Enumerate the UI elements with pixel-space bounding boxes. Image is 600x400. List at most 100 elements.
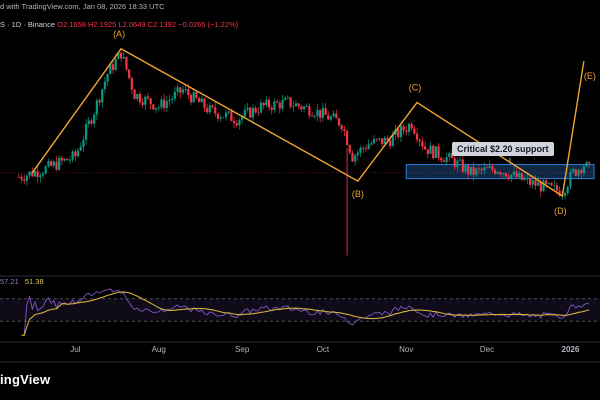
candle-body bbox=[171, 98, 174, 100]
candle-body bbox=[415, 133, 419, 140]
candle-body bbox=[66, 158, 69, 161]
candle-body bbox=[297, 103, 300, 107]
candle-body bbox=[539, 182, 542, 192]
candle-body bbox=[106, 74, 109, 82]
wave-label: (A) bbox=[113, 29, 125, 39]
candle-body bbox=[90, 120, 93, 124]
candle-body bbox=[327, 114, 330, 120]
symbol-label: S · 1D · Binance bbox=[0, 20, 56, 29]
candle-body bbox=[189, 95, 193, 103]
candle-body bbox=[130, 77, 133, 90]
candle-body bbox=[496, 172, 499, 174]
rsi-band bbox=[0, 298, 600, 322]
candle-body bbox=[313, 116, 316, 118]
candle-body bbox=[25, 175, 29, 181]
candle-body bbox=[292, 106, 295, 108]
candle-body bbox=[235, 123, 238, 126]
rsi-ma-value: 51.38 bbox=[24, 277, 44, 286]
candle-body bbox=[36, 171, 39, 178]
candle-body bbox=[458, 159, 462, 161]
candle-body bbox=[141, 102, 144, 105]
candle-body bbox=[569, 172, 572, 187]
candle-body bbox=[523, 179, 526, 181]
candle-body bbox=[163, 99, 166, 109]
candle-body bbox=[574, 169, 577, 176]
candle-body bbox=[187, 88, 190, 96]
candle-body bbox=[262, 102, 265, 106]
candle-body bbox=[413, 128, 416, 134]
published-date: Jan 08, 2026 18:33 UTC bbox=[82, 2, 165, 11]
candle-body bbox=[461, 159, 464, 172]
candle-body bbox=[71, 151, 74, 160]
open-value: O2.1658 bbox=[57, 20, 86, 29]
candle-body bbox=[160, 99, 163, 108]
rsi-value: 57.21 bbox=[0, 277, 19, 286]
candle-body bbox=[133, 89, 136, 100]
candle-body bbox=[146, 96, 150, 99]
candle-body bbox=[418, 139, 421, 142]
candle-body bbox=[343, 129, 346, 132]
candle-body bbox=[74, 151, 77, 157]
candle-body bbox=[265, 99, 268, 106]
candle-body bbox=[453, 158, 456, 168]
wave-label: (E) bbox=[584, 71, 596, 81]
candle-body bbox=[257, 112, 260, 114]
candle-body bbox=[95, 100, 98, 115]
candle-body bbox=[324, 107, 327, 115]
candle-body bbox=[179, 87, 182, 93]
wave-label: (B) bbox=[352, 189, 364, 199]
candle-body bbox=[577, 170, 580, 176]
candle-body bbox=[311, 115, 314, 117]
high-value: H2.1925 bbox=[88, 20, 117, 29]
candle-body bbox=[391, 135, 394, 147]
candle-body bbox=[251, 107, 255, 118]
candle-body bbox=[442, 160, 446, 163]
wave-label: (D) bbox=[554, 206, 567, 216]
candle-body bbox=[528, 178, 532, 185]
candle-body bbox=[518, 173, 521, 178]
candle-body bbox=[168, 99, 171, 102]
candle-body bbox=[111, 64, 115, 70]
candle-body bbox=[337, 118, 341, 126]
candle-body bbox=[128, 69, 131, 78]
candle-body bbox=[157, 107, 160, 109]
candle-body bbox=[267, 99, 271, 108]
candle-body bbox=[491, 166, 494, 170]
candle-body bbox=[507, 176, 510, 179]
candle-body bbox=[375, 139, 378, 140]
candle-body bbox=[122, 56, 125, 59]
candle-body bbox=[580, 170, 583, 174]
candle-body bbox=[232, 121, 236, 124]
candle-body bbox=[558, 190, 561, 196]
candle-body bbox=[33, 171, 37, 177]
candle-body bbox=[227, 111, 230, 113]
candle-body bbox=[82, 139, 85, 147]
candle-body bbox=[219, 117, 222, 119]
candle-body bbox=[553, 185, 556, 186]
candle-body bbox=[103, 81, 107, 90]
candle-body bbox=[335, 113, 338, 119]
published-prefix: d with TradingView.com, bbox=[0, 2, 81, 11]
candle-body bbox=[114, 59, 117, 70]
candle-body bbox=[270, 107, 273, 110]
candle-body bbox=[386, 137, 389, 141]
candle-body bbox=[84, 124, 88, 140]
candle-body bbox=[399, 126, 402, 138]
brand-logo-text: ingView bbox=[0, 372, 51, 387]
candle-body bbox=[241, 116, 244, 120]
candle-body bbox=[203, 98, 206, 109]
candle-body bbox=[195, 91, 198, 99]
candle-body bbox=[563, 193, 567, 196]
candle-body bbox=[208, 105, 211, 113]
candle-body bbox=[192, 91, 195, 103]
candle-body bbox=[222, 117, 225, 118]
candle-body bbox=[485, 167, 489, 169]
candle-body bbox=[542, 180, 545, 192]
candle-body bbox=[154, 107, 158, 110]
candle-body bbox=[44, 166, 47, 174]
candle-body bbox=[397, 129, 400, 138]
candle-body bbox=[31, 171, 34, 177]
candle-body bbox=[345, 131, 349, 146]
